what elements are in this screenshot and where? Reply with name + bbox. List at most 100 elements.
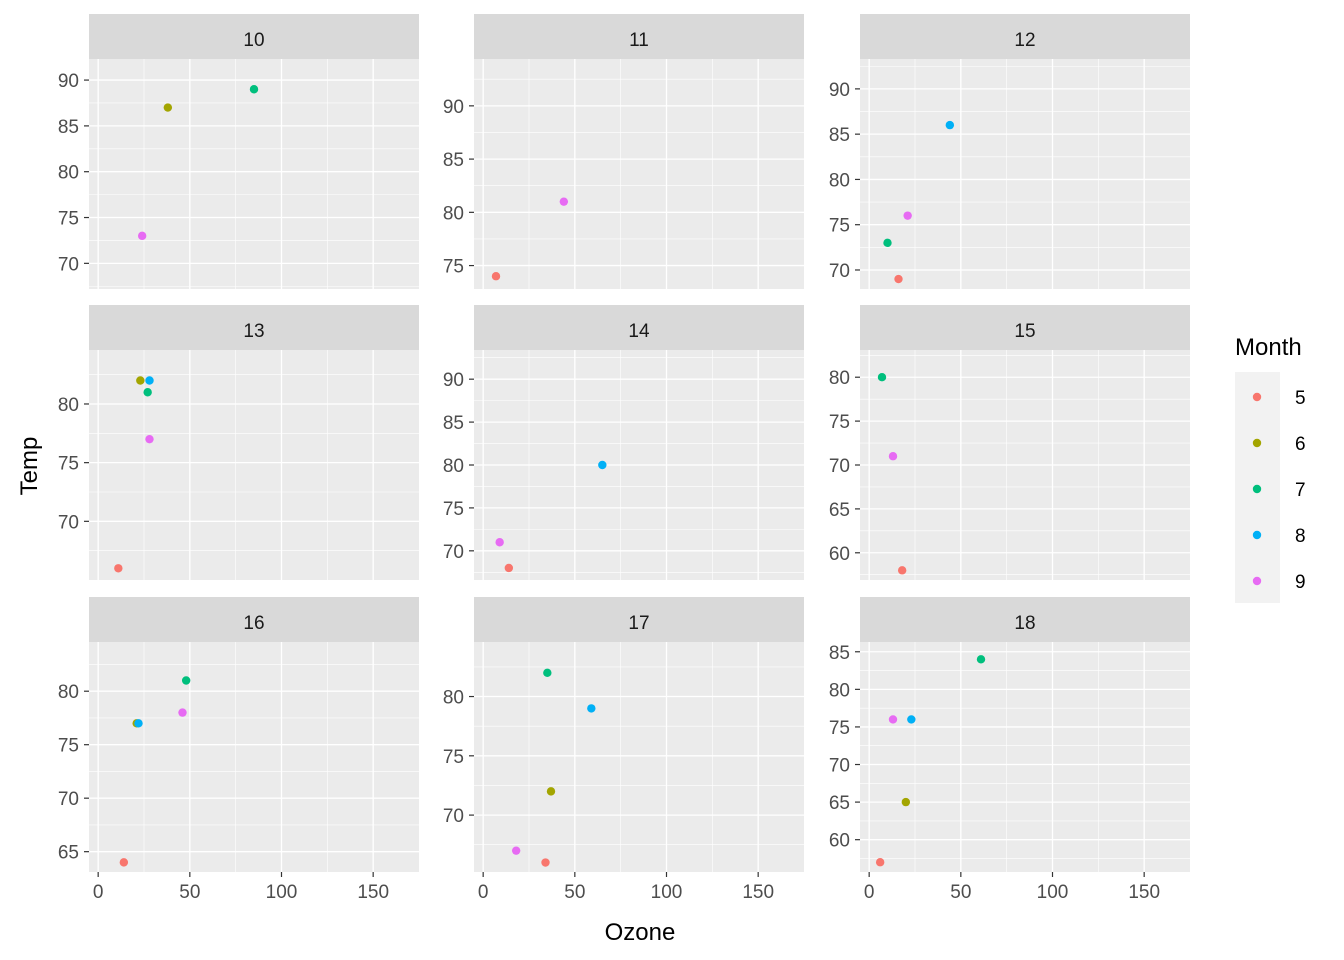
legend-title: Month	[1235, 334, 1302, 361]
y-tick-label: 80	[58, 682, 79, 703]
y-tick-label: 70	[443, 542, 464, 563]
data-point-month-9	[888, 452, 898, 461]
legend-key-7	[1252, 484, 1262, 494]
y-tick-label: 85	[829, 643, 850, 664]
y-tick-label: 85	[58, 117, 79, 138]
y-tick-label: 85	[443, 413, 464, 434]
panel-background	[860, 59, 1190, 289]
x-tick-label: 150	[742, 882, 774, 903]
y-tick-label: 80	[829, 680, 850, 701]
data-point-month-5	[114, 564, 123, 573]
panel-background	[89, 642, 419, 872]
data-point-month-9	[559, 197, 569, 206]
data-point-month-7	[883, 238, 892, 248]
legend-label-6: 6	[1295, 434, 1306, 455]
y-axis-title: Temp	[16, 437, 43, 496]
data-point-month-9	[495, 538, 504, 547]
y-tick-label: 70	[58, 512, 79, 533]
data-point-month-8	[907, 715, 916, 724]
facet-strip-label: 11	[629, 30, 649, 51]
data-point-month-5	[491, 272, 501, 281]
legend-key-5	[1252, 392, 1262, 402]
x-tick-label: 150	[1128, 882, 1160, 903]
y-tick-label: 75	[443, 257, 464, 278]
y-tick-label: 70	[58, 254, 79, 275]
x-tick-label: 50	[564, 882, 585, 903]
x-tick-label: 0	[864, 882, 875, 903]
facet-panel-16: 16 65 70 75 80 0 50 100 150	[58, 597, 419, 903]
legend-label-8: 8	[1295, 526, 1306, 547]
data-point-month-9	[178, 708, 187, 717]
y-tick-label: 85	[829, 125, 850, 146]
facet-strip	[860, 305, 1190, 350]
facet-panels: 10 70 75 80 85 90 11 75 80 85 90 12 70 75 80 85 90 13 70 75…	[58, 14, 1190, 903]
data-point-month-8	[945, 120, 955, 130]
x-tick-label: 100	[651, 882, 683, 903]
y-tick-label: 60	[829, 831, 850, 852]
data-point-month-9	[511, 846, 521, 855]
data-point-month-5	[894, 274, 903, 284]
y-tick-label: 75	[58, 209, 79, 230]
y-tick-label: 90	[58, 71, 79, 92]
data-point-month-7	[181, 676, 191, 685]
x-tick-label: 100	[1037, 882, 1069, 903]
facet-strip	[474, 14, 804, 59]
data-point-month-9	[145, 434, 154, 444]
legend: Month 5 6 7 8 9	[1235, 334, 1306, 603]
y-tick-label: 80	[829, 368, 850, 389]
data-point-month-5	[875, 858, 885, 867]
facet-strip-label: 13	[243, 321, 264, 342]
facet-panel-14: 14 70 75 80 85 90	[443, 305, 804, 580]
facet-strip-label: 12	[1014, 30, 1035, 51]
facet-strip	[474, 305, 804, 350]
panel-background	[860, 642, 1190, 872]
data-point-month-6	[136, 376, 145, 385]
data-point-month-8	[134, 719, 143, 728]
legend-key-6	[1252, 438, 1262, 448]
x-tick-label: 0	[93, 882, 104, 903]
data-point-month-9	[903, 211, 912, 220]
legend-items: 5 6 7 8 9	[1252, 388, 1306, 593]
panel-background	[474, 59, 804, 289]
y-tick-label: 70	[443, 806, 464, 827]
y-tick-label: 65	[58, 843, 79, 864]
y-tick-label: 65	[829, 500, 850, 521]
y-tick-label: 80	[829, 170, 850, 191]
data-point-month-7	[143, 388, 152, 397]
y-tick-label: 75	[829, 412, 850, 433]
data-point-month-6	[546, 787, 556, 796]
facet-strip	[89, 14, 419, 59]
data-point-month-7	[543, 668, 552, 678]
data-point-month-9	[137, 231, 147, 241]
facet-strip-label: 16	[243, 613, 264, 634]
facet-panel-10: 10 70 75 80 85 90	[58, 14, 419, 289]
data-point-month-6	[163, 103, 173, 112]
x-tick-label: 50	[179, 882, 200, 903]
y-tick-label: 65	[829, 793, 850, 814]
data-point-month-6	[901, 797, 911, 807]
data-point-month-8	[598, 460, 607, 470]
facet-strip	[860, 14, 1190, 59]
facet-panel-18: 18 60 65 70 75 80 85 0 50 100 150	[829, 597, 1190, 903]
legend-key-8	[1252, 530, 1262, 540]
y-tick-label: 85	[443, 150, 464, 171]
y-tick-label: 75	[443, 747, 464, 768]
y-tick-label: 80	[58, 163, 79, 184]
data-point-month-5	[119, 858, 129, 867]
legend-label-7: 7	[1295, 480, 1306, 501]
y-tick-label: 80	[58, 395, 79, 416]
x-tick-label: 0	[478, 882, 489, 903]
y-tick-label: 75	[58, 454, 79, 475]
data-point-month-5	[897, 566, 907, 575]
data-point-month-7	[877, 373, 887, 382]
panel-background	[89, 350, 419, 580]
data-point-month-7	[249, 85, 259, 94]
facet-panel-11: 11 75 80 85 90	[443, 14, 804, 289]
panel-background	[474, 642, 804, 872]
facet-panel-12: 12 70 75 80 85 90	[829, 14, 1190, 289]
y-tick-label: 60	[829, 544, 850, 565]
facet-panel-13: 13 70 75 80	[58, 305, 419, 580]
facet-panel-15: 15 60 65 70 75 80	[829, 305, 1190, 580]
y-tick-label: 90	[443, 370, 464, 391]
